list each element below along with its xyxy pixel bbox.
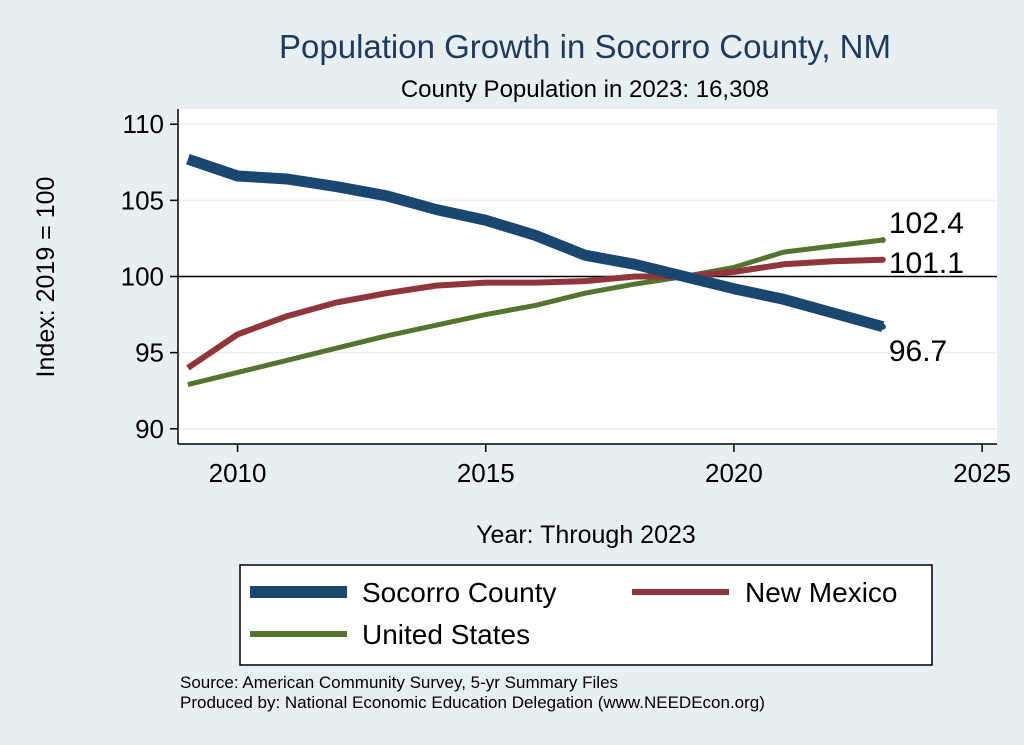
legend-box (239, 564, 933, 666)
x-axis-title: Year: Through 2023 (476, 521, 696, 549)
legend-label-new-mexico: New Mexico (745, 577, 897, 608)
series-line-socorro-county (186, 153, 885, 333)
end-point-united-states (879, 236, 886, 243)
x-tick-label-2010: 2010 (209, 458, 267, 488)
legend-label-socorro-county: Socorro County (362, 577, 557, 608)
y-tick-label-110: 110 (123, 109, 164, 139)
y-tick-label-90: 90 (135, 414, 164, 444)
produced-by-note: Produced by: National Economic Education… (180, 693, 765, 712)
y-tick-label-105: 105 (121, 185, 164, 215)
y-tick-label-100: 100 (121, 262, 164, 292)
x-ticks: 2010 2015 2020 2025 (209, 444, 1011, 488)
y-ticks: 90 95 100 105 110 (121, 109, 178, 444)
chart-subtitle: County Population in 2023: 16,308 (401, 76, 769, 103)
series-line-new-mexico (186, 256, 883, 371)
legend-label-united-states: United States (362, 619, 530, 650)
legend: Socorro County New Mexico United States (250, 577, 897, 650)
end-point-new-mexico (879, 256, 886, 263)
series-line-united-states (187, 237, 884, 388)
y-axis-title: Index: 2019 = 100 (32, 177, 60, 378)
source-note: Source: American Community Survey, 5-yr … (180, 673, 618, 692)
y-tick-label-95: 95 (135, 338, 164, 368)
x-tick-label-2025: 2025 (953, 458, 1011, 488)
end-label-socorro-county: 96.7 (889, 335, 947, 368)
x-tick-label-2020: 2020 (705, 458, 763, 488)
chart-title: Population Growth in Socorro County, NM (279, 28, 891, 65)
end-label-new-mexico: 101.1 (889, 247, 964, 280)
end-label-united-states: 102.4 (889, 207, 964, 240)
end-labels: 96.7 101.1 102.4 (889, 207, 964, 368)
x-tick-label-2015: 2015 (457, 458, 515, 488)
series-group (186, 153, 886, 388)
end-point-socorro-county (879, 323, 886, 330)
